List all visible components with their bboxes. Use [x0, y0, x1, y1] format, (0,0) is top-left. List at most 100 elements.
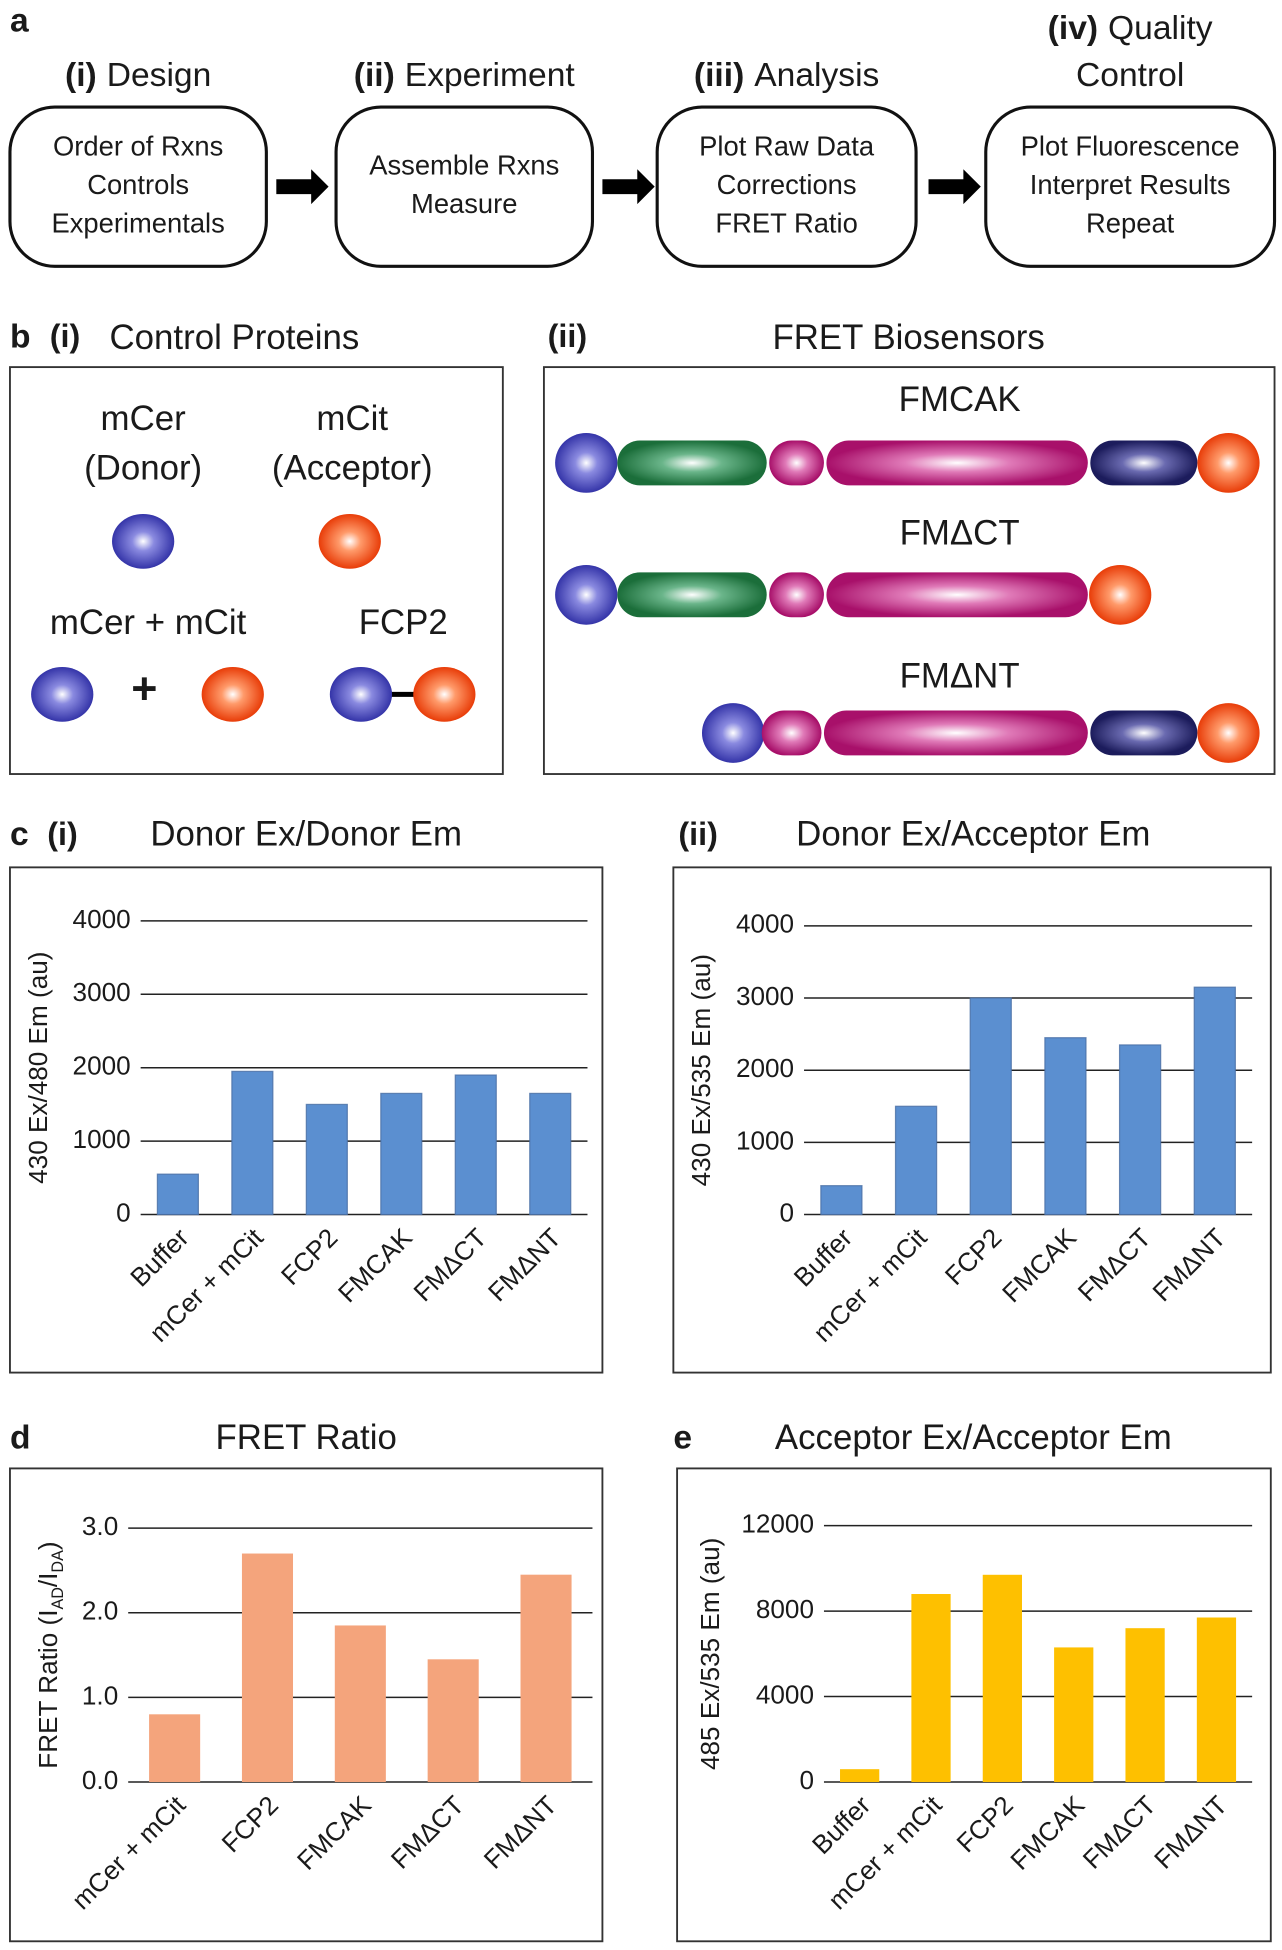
domain-icon	[769, 572, 824, 618]
donor-name: mCer	[101, 399, 187, 438]
bar	[1193, 986, 1236, 1216]
y-axis-label: 430 Ex/535 Em (au)	[686, 954, 716, 1186]
chart-frame	[676, 1467, 1272, 1943]
x-tick-label: FMΔNT	[478, 1790, 563, 1875]
step-title-text: Quality	[1108, 10, 1213, 47]
y-tick-label: 2000	[736, 1053, 794, 1083]
x-tick-label: FMΔCT	[1072, 1222, 1157, 1307]
step-label: (ii)	[354, 57, 395, 94]
step-title: (iii) Analysis	[694, 57, 879, 94]
step-title-text: Experiment	[405, 57, 576, 94]
arrow	[602, 169, 655, 205]
x-tick-label: FMΔCT	[1077, 1790, 1162, 1875]
step-line: Repeat	[1086, 207, 1175, 238]
step-line: Experimentals	[51, 207, 224, 238]
domain-icon	[617, 440, 767, 486]
y-tick-label: 3000	[736, 981, 794, 1011]
y-axis-label-part: 485 Ex/535 Em (au)	[695, 1538, 725, 1770]
bar	[1196, 1617, 1237, 1783]
step-line: FRET Ratio	[715, 207, 857, 238]
panel-title: FRET Biosensors	[772, 318, 1044, 357]
bar	[427, 1659, 479, 1783]
bar	[149, 1714, 201, 1783]
panel-label: c	[10, 816, 29, 853]
step-box	[8, 105, 268, 268]
protein-icon	[329, 667, 393, 722]
step-line: Plot Raw Data	[699, 130, 875, 161]
bar	[520, 1574, 572, 1783]
step-title: (iv) Quality	[1048, 10, 1213, 47]
y-tick-label: 3000	[73, 977, 131, 1007]
domain-icon	[761, 710, 822, 756]
y-tick-label: 4000	[736, 909, 794, 939]
bar	[334, 1625, 386, 1783]
chart-frame	[672, 866, 1272, 1374]
y-tick-label: 0	[116, 1197, 131, 1227]
y-axis-label-part: /I	[33, 1573, 63, 1588]
chart-title: Donor Ex/Donor Em	[150, 814, 462, 853]
panel-label: a	[10, 2, 29, 39]
y-tick-label: 3.0	[82, 1511, 118, 1541]
x-tick-label: FMCAK	[1004, 1789, 1090, 1875]
step-box	[984, 105, 1277, 268]
y-tick-label: 0.0	[82, 1765, 118, 1795]
y-tick-label: 1000	[73, 1124, 131, 1154]
bar	[1118, 1044, 1162, 1216]
x-tick-label: Buffer	[788, 1222, 858, 1292]
panel-frame	[542, 366, 1276, 775]
domain-icon	[769, 440, 824, 486]
y-axis-label: 430 Ex/480 Em (au)	[23, 952, 53, 1184]
y-tick-label: 2000	[73, 1051, 131, 1081]
protein-icon	[1197, 433, 1260, 493]
domain-icon	[826, 440, 1088, 486]
step-line: Corrections	[717, 169, 857, 200]
x-tick-label: FMCAK	[291, 1789, 377, 1875]
fusion-label: FCP2	[359, 603, 448, 642]
subpanel-label: (ii)	[678, 816, 718, 852]
step-line: Controls	[87, 169, 189, 200]
x-tick-label: FMCAK	[332, 1222, 418, 1308]
y-axis-label-part: AD	[49, 1587, 67, 1609]
subpanel-label: (i)	[47, 816, 78, 852]
mixture-label: mCer + mCit	[50, 603, 247, 642]
protein-icon	[1089, 564, 1152, 625]
y-axis-label: FRET Ratio (IAD/IDA)	[33, 1541, 67, 1768]
bar	[156, 1173, 199, 1216]
bar	[380, 1092, 423, 1216]
panel-label: e	[673, 1420, 692, 1457]
bar	[1054, 1647, 1094, 1783]
y-axis-label-part: DA	[49, 1550, 67, 1573]
domain-icon	[826, 572, 1088, 618]
y-tick-label: 2.0	[82, 1596, 118, 1626]
domain-icon	[823, 710, 1088, 756]
panel-label: d	[10, 1420, 31, 1457]
chart-title: Acceptor Ex/Acceptor Em	[775, 1418, 1172, 1457]
step-box	[334, 105, 595, 268]
step-title-text: Control	[1076, 57, 1184, 94]
bar	[894, 1105, 938, 1216]
bar	[529, 1092, 572, 1216]
step-box	[655, 105, 918, 268]
y-tick-label: 0	[799, 1765, 814, 1795]
step-title: (ii) Experiment	[354, 57, 576, 94]
step-title-text: Design	[107, 57, 212, 94]
y-axis-label-part: FRET Ratio (I	[33, 1610, 63, 1769]
protein-icon	[318, 513, 381, 569]
y-tick-label: 8000	[756, 1594, 814, 1624]
y-axis-label-part: 430 Ex/480 Em (au)	[23, 952, 53, 1184]
protein-icon	[413, 667, 476, 722]
bar	[969, 997, 1012, 1216]
protein-icon	[112, 513, 175, 569]
protein-icon	[555, 564, 618, 625]
subpanel-label: (ii)	[548, 318, 588, 354]
subpanel-label: (i)	[50, 318, 81, 354]
donor-role: (Donor)	[84, 449, 202, 488]
domain-icon	[1090, 440, 1198, 486]
arrow	[928, 169, 981, 205]
panel-label: b	[10, 318, 31, 355]
bar	[911, 1594, 951, 1783]
x-tick-label: FCP2	[939, 1222, 1007, 1290]
step-line: Order of Rxns	[53, 130, 223, 161]
